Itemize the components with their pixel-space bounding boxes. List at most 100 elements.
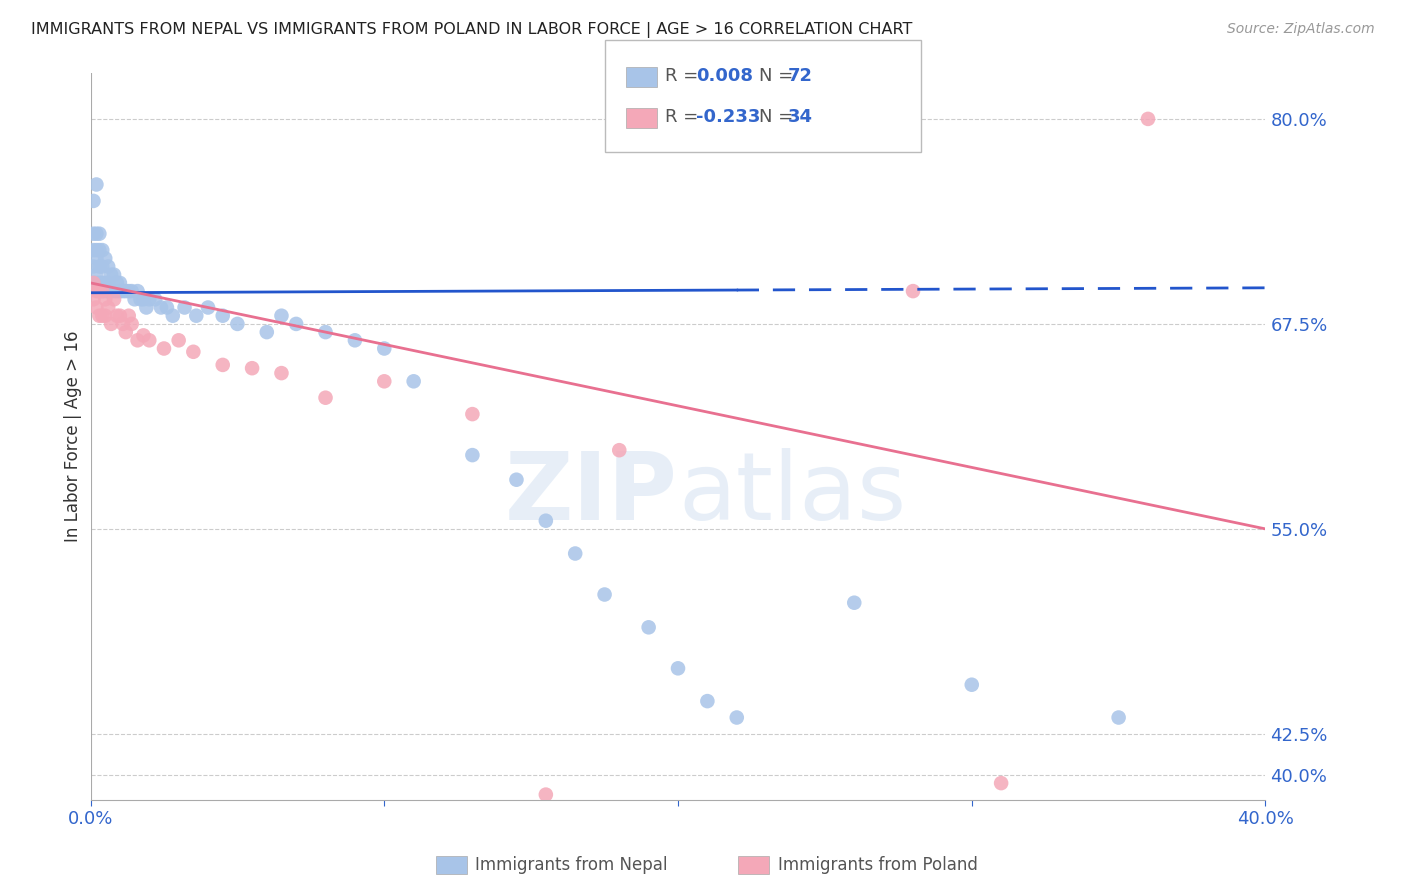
Point bbox=[534, 788, 557, 802]
Point bbox=[373, 374, 395, 388]
Point bbox=[97, 260, 120, 274]
Point bbox=[118, 309, 141, 323]
Point bbox=[86, 252, 108, 266]
Point bbox=[97, 276, 120, 290]
Point bbox=[108, 309, 131, 323]
Text: R =: R = bbox=[665, 108, 704, 126]
Point bbox=[696, 694, 718, 708]
Point bbox=[82, 227, 104, 241]
Point bbox=[197, 301, 219, 315]
Point bbox=[121, 284, 143, 298]
Point bbox=[173, 301, 195, 315]
Point bbox=[94, 309, 117, 323]
Point bbox=[91, 243, 114, 257]
Point bbox=[143, 293, 166, 307]
Point bbox=[402, 374, 425, 388]
Point bbox=[86, 243, 108, 257]
Point bbox=[91, 260, 114, 274]
Point bbox=[114, 325, 136, 339]
Point bbox=[121, 317, 143, 331]
Point bbox=[108, 284, 131, 298]
Point bbox=[86, 268, 108, 282]
Point bbox=[82, 194, 104, 208]
Point bbox=[100, 284, 122, 298]
Text: IMMIGRANTS FROM NEPAL VS IMMIGRANTS FROM POLAND IN LABOR FORCE | AGE > 16 CORREL: IMMIGRANTS FROM NEPAL VS IMMIGRANTS FROM… bbox=[31, 22, 912, 38]
Point bbox=[105, 284, 128, 298]
Point bbox=[124, 293, 146, 307]
Text: 0.008: 0.008 bbox=[696, 67, 754, 85]
Point bbox=[162, 309, 184, 323]
Text: atlas: atlas bbox=[678, 449, 907, 541]
Point bbox=[89, 309, 111, 323]
Point bbox=[86, 284, 108, 298]
Point bbox=[135, 301, 157, 315]
Point bbox=[91, 309, 114, 323]
Point bbox=[114, 284, 136, 298]
Point bbox=[89, 284, 111, 298]
Point bbox=[97, 301, 120, 315]
Point bbox=[461, 407, 484, 421]
Text: 34: 34 bbox=[787, 108, 813, 126]
Text: Source: ZipAtlas.com: Source: ZipAtlas.com bbox=[1227, 22, 1375, 37]
Point bbox=[270, 366, 292, 380]
Point bbox=[138, 334, 160, 348]
Point bbox=[607, 443, 630, 458]
Y-axis label: In Labor Force | Age > 16: In Labor Force | Age > 16 bbox=[65, 331, 82, 542]
Point bbox=[127, 284, 149, 298]
Point bbox=[666, 825, 689, 839]
Point bbox=[343, 334, 366, 348]
Point bbox=[127, 334, 149, 348]
Text: 72: 72 bbox=[787, 67, 813, 85]
Point bbox=[86, 301, 108, 315]
Point bbox=[211, 309, 233, 323]
Point bbox=[505, 473, 527, 487]
Point bbox=[960, 678, 983, 692]
Point bbox=[270, 309, 292, 323]
Point bbox=[150, 301, 173, 315]
Point bbox=[186, 309, 208, 323]
Point bbox=[315, 391, 337, 405]
Point bbox=[100, 268, 122, 282]
Point bbox=[183, 344, 205, 359]
Point bbox=[94, 252, 117, 266]
Point bbox=[226, 317, 249, 331]
Point bbox=[1136, 112, 1159, 126]
Point bbox=[315, 325, 337, 339]
Point bbox=[637, 620, 659, 634]
Point bbox=[103, 293, 125, 307]
Point bbox=[105, 276, 128, 290]
Point bbox=[153, 342, 176, 356]
Point bbox=[105, 309, 128, 323]
Point bbox=[108, 276, 131, 290]
Point bbox=[82, 276, 104, 290]
Point bbox=[725, 710, 748, 724]
Point bbox=[103, 268, 125, 282]
Point bbox=[91, 276, 114, 290]
Point bbox=[240, 361, 263, 376]
Point bbox=[990, 776, 1012, 790]
Text: N =: N = bbox=[759, 67, 799, 85]
Point bbox=[593, 587, 616, 601]
Point bbox=[86, 178, 108, 192]
Point bbox=[111, 284, 134, 298]
Point bbox=[461, 448, 484, 462]
Point bbox=[82, 276, 104, 290]
Point bbox=[138, 293, 160, 307]
Point bbox=[89, 260, 111, 274]
Point bbox=[156, 301, 179, 315]
Point bbox=[94, 276, 117, 290]
Point bbox=[844, 596, 866, 610]
Text: -0.233: -0.233 bbox=[696, 108, 761, 126]
Point bbox=[211, 358, 233, 372]
Point bbox=[132, 328, 155, 343]
Point bbox=[256, 325, 278, 339]
Point bbox=[91, 284, 114, 298]
Point bbox=[100, 317, 122, 331]
Text: Immigrants from Poland: Immigrants from Poland bbox=[778, 856, 977, 874]
Point bbox=[167, 334, 190, 348]
Point bbox=[129, 293, 152, 307]
Point bbox=[89, 227, 111, 241]
Text: Immigrants from Nepal: Immigrants from Nepal bbox=[475, 856, 668, 874]
Point bbox=[132, 293, 155, 307]
Point bbox=[94, 284, 117, 298]
